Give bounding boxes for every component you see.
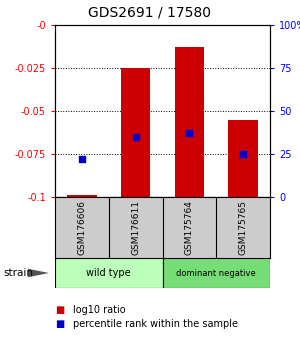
- Bar: [55, 258, 163, 288]
- Point: [133, 134, 138, 139]
- Text: ■: ■: [55, 319, 64, 329]
- Text: GSM175764: GSM175764: [185, 200, 194, 255]
- Text: ■: ■: [55, 305, 64, 315]
- Point: [187, 131, 192, 136]
- Bar: [163, 258, 270, 288]
- Text: GSM176611: GSM176611: [131, 200, 140, 255]
- Bar: [175, 47, 204, 197]
- Text: dominant negative: dominant negative: [176, 268, 256, 278]
- Text: wild type: wild type: [86, 268, 131, 278]
- Text: GSM176606: GSM176606: [77, 200, 86, 255]
- Point: [80, 156, 84, 162]
- Text: GDS2691 / 17580: GDS2691 / 17580: [88, 5, 212, 19]
- Bar: [228, 120, 258, 197]
- Text: GSM175765: GSM175765: [238, 200, 247, 255]
- Text: log10 ratio: log10 ratio: [73, 305, 126, 315]
- Bar: [121, 68, 150, 197]
- Bar: [67, 195, 97, 197]
- Polygon shape: [28, 269, 49, 277]
- Point: [241, 151, 245, 157]
- Text: strain: strain: [3, 268, 33, 278]
- Text: percentile rank within the sample: percentile rank within the sample: [73, 319, 238, 329]
